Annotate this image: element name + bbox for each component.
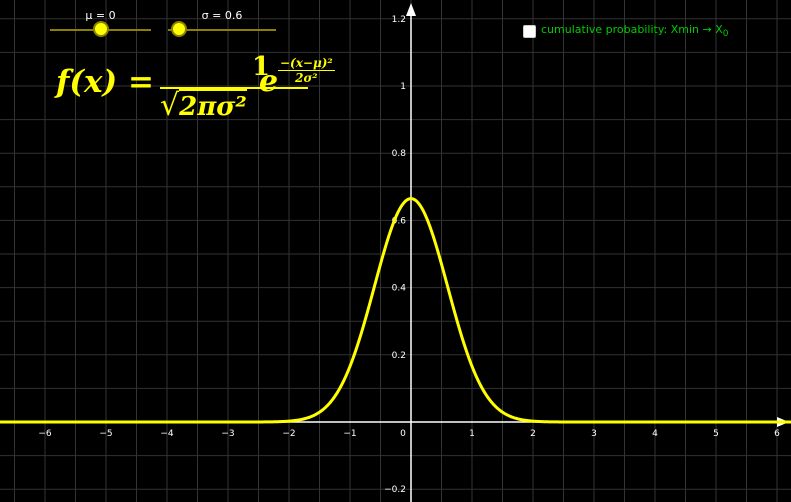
x-tick-label: 1 [469, 429, 475, 439]
cumulative-label-text: cumulative probability: Xmin → X [541, 23, 723, 36]
cumulative-checkbox-label[interactable]: cumulative probability: Xmin → X0 [541, 23, 729, 39]
cumulative-probability-toggle[interactable]: cumulative probability: Xmin → X0 [523, 23, 729, 39]
x-tick-label: 4 [652, 429, 658, 439]
normal-distribution-curve[interactable] [0, 197, 791, 424]
x-tick-label: 0 [400, 429, 406, 439]
x-tick-label: 5 [713, 429, 719, 439]
formula-denominator-text: 2πσ² [179, 89, 247, 122]
formula-fraction-bar [160, 87, 308, 89]
formula-equals: = [117, 64, 154, 100]
x-tick-label: −3 [221, 429, 234, 439]
formula-lhs: f(x) [56, 64, 118, 100]
x-tick-label: −5 [99, 429, 112, 439]
y-tick-label: 1.2 [392, 15, 406, 25]
x-tick-label: 2 [530, 429, 536, 439]
x-tick-label: 6 [774, 429, 780, 439]
cumulative-checkbox[interactable] [523, 24, 536, 38]
mu-slider-label: μ = 0 [85, 9, 116, 22]
y-tick-labels: −0.2 0.2 0.4 0.6 0.8 1 1.2 [384, 15, 406, 495]
sigma-slider-track[interactable] [168, 29, 276, 31]
sigma-slider[interactable]: σ = 0.6 [168, 9, 276, 39]
y-tick-label: 0.4 [392, 284, 407, 294]
sigma-slider-knob[interactable] [171, 21, 188, 37]
radical-sign-icon: √ [160, 88, 180, 123]
x-tick-label: −6 [38, 429, 52, 439]
sigma-slider-label: σ = 0.6 [201, 9, 243, 22]
y-axis-arrow-icon [406, 3, 416, 16]
x-tick-label: 3 [591, 429, 597, 439]
x-tick-label: −1 [343, 429, 356, 439]
exponent-numerator: −(x−μ)² [278, 56, 335, 71]
x-tick-labels: −6 −5 −4 −3 −2 −1 0 1 2 3 4 5 6 [38, 429, 780, 439]
y-tick-label: −0.2 [384, 485, 406, 495]
formula-denominator: √2πσ² [160, 88, 247, 123]
x-tick-label: −2 [282, 429, 295, 439]
formula-exponent: −(x−μ)² 2σ² [278, 56, 335, 85]
x-tick-label: −4 [160, 429, 174, 439]
y-tick-label: 0.8 [392, 149, 407, 159]
y-tick-label: 1 [400, 82, 406, 92]
y-tick-label: 0.6 [392, 216, 407, 226]
y-tick-label: 0.2 [392, 351, 406, 361]
exponent-denominator: 2σ² [295, 71, 318, 85]
mu-slider-knob[interactable] [92, 21, 109, 37]
mu-slider[interactable]: μ = 0 [50, 9, 151, 39]
formula-numerator: 1 [252, 52, 271, 82]
cumulative-label-subscript: 0 [722, 29, 729, 40]
formula-base: e [259, 64, 279, 99]
